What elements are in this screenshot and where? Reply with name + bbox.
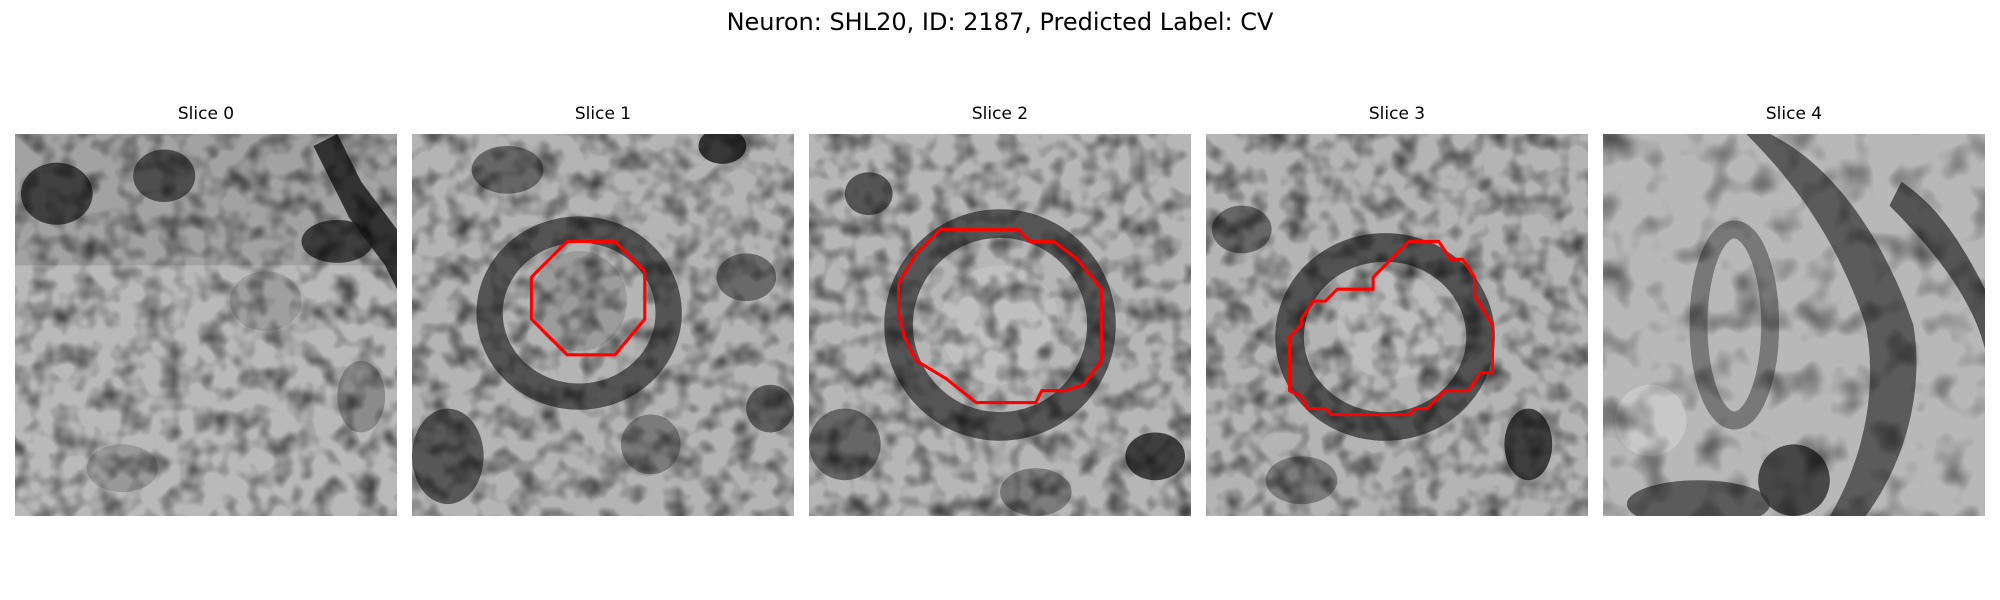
slice-image-2 [809, 134, 1191, 516]
slice-title-0: Slice 0 [177, 104, 235, 124]
slice-title-1: Slice 1 [574, 104, 632, 124]
slice-title-4: Slice 4 [1765, 104, 1823, 124]
slice-title-2: Slice 2 [971, 104, 1029, 124]
slice-image-4 [1603, 134, 1985, 516]
slice-image-1 [412, 134, 794, 516]
slice-panel-0: Slice 0 [15, 104, 397, 516]
slice-image-3 [1206, 134, 1588, 516]
slice-panel-4: Slice 4 [1603, 104, 1985, 516]
roi-outline-1 [529, 239, 647, 357]
slice-panel-3: Slice 3 [1206, 104, 1588, 516]
figure-title: Neuron: SHL20, ID: 2187, Predicted Label… [726, 8, 1274, 36]
slice-panel-1: Slice 1 [412, 104, 794, 516]
roi-outline-2 [896, 227, 1104, 405]
slice-image-0 [15, 134, 397, 516]
slice-panel-2: Slice 2 [809, 104, 1191, 516]
roi-outline-3 [1288, 239, 1495, 417]
slice-title-3: Slice 3 [1368, 104, 1426, 124]
